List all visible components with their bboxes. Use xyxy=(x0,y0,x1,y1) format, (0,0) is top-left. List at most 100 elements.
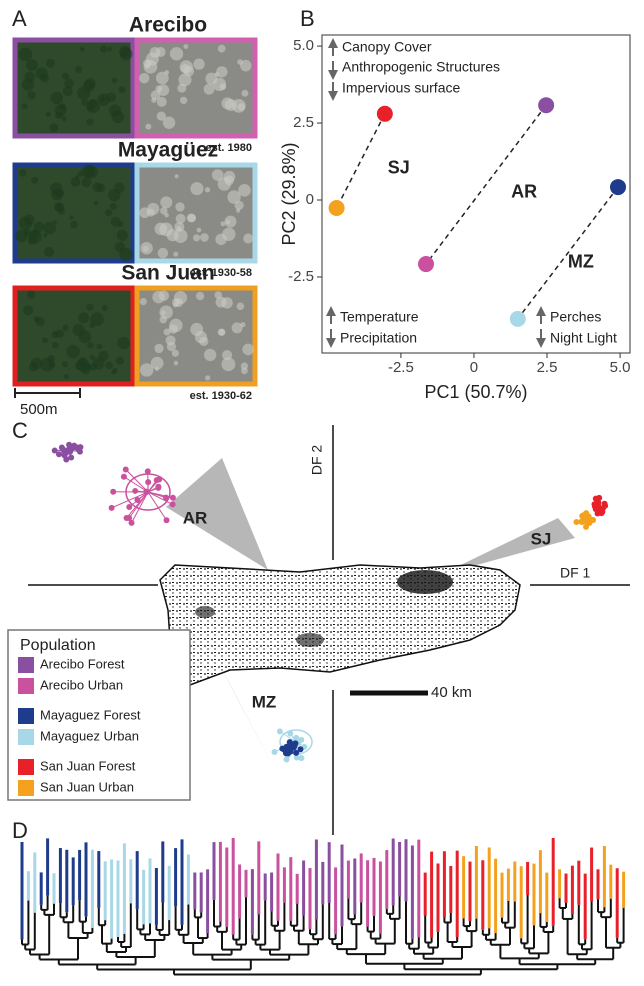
texture xyxy=(107,47,112,52)
panel-label: C xyxy=(12,418,28,443)
texture xyxy=(180,97,187,104)
texture xyxy=(117,221,123,227)
texture xyxy=(174,222,184,232)
texture xyxy=(19,169,26,176)
texture xyxy=(218,45,226,53)
texture xyxy=(34,316,40,322)
texture xyxy=(108,189,120,201)
texture xyxy=(190,323,203,336)
cluster-label: MZ xyxy=(252,692,277,711)
texture xyxy=(151,98,156,103)
texture xyxy=(183,44,188,49)
cluster-point xyxy=(289,745,295,751)
site-name: San Juan xyxy=(121,262,214,285)
texture xyxy=(62,325,68,331)
cluster-point xyxy=(56,451,62,457)
texture xyxy=(94,201,99,206)
cluster-point xyxy=(170,495,176,501)
page: { "panel_labels": ["A", "B", "C", "D"], … xyxy=(0,0,644,986)
texture xyxy=(174,361,179,366)
texture xyxy=(86,304,93,311)
texture xyxy=(70,221,78,229)
annotation: Canopy Cover xyxy=(342,39,432,55)
texture xyxy=(116,357,124,365)
series-label: SJ xyxy=(388,158,410,178)
texture xyxy=(139,73,149,83)
cluster-point xyxy=(591,501,597,507)
texture xyxy=(147,209,155,217)
texture xyxy=(62,116,67,121)
texture xyxy=(117,337,129,349)
cluster-point xyxy=(287,730,293,736)
texture xyxy=(55,112,62,119)
texture xyxy=(89,99,98,108)
texture xyxy=(140,363,153,376)
cluster-point xyxy=(284,744,290,750)
texture xyxy=(77,87,90,100)
cluster-point xyxy=(164,517,170,523)
texture xyxy=(161,310,166,315)
cluster-point xyxy=(272,749,278,755)
texture xyxy=(163,328,170,335)
texture xyxy=(193,58,204,69)
texture xyxy=(159,291,169,301)
cluster-point xyxy=(121,474,127,480)
annotation: Precipitation xyxy=(340,330,417,346)
texture xyxy=(86,118,93,125)
texture xyxy=(97,344,103,350)
point xyxy=(418,256,434,272)
texture xyxy=(62,73,69,80)
legend-swatch xyxy=(18,657,34,673)
cluster-point xyxy=(170,501,176,507)
figure: A B C D 500m Canopy Cover Anthropogenic … xyxy=(0,0,644,986)
texture xyxy=(81,177,91,187)
texture xyxy=(78,312,89,323)
texture xyxy=(199,337,208,346)
texture xyxy=(62,361,68,367)
cluster-point xyxy=(126,504,132,510)
texture xyxy=(150,47,161,58)
legend-swatch xyxy=(18,780,34,796)
cluster-link xyxy=(132,492,148,523)
cluster-point xyxy=(600,505,606,511)
texture xyxy=(240,60,251,71)
series-label: AR xyxy=(511,181,537,201)
texture xyxy=(24,72,35,83)
texture xyxy=(64,374,69,379)
texture xyxy=(232,99,246,113)
cluster-label: AR xyxy=(183,508,208,527)
texture xyxy=(218,328,225,335)
texture xyxy=(173,302,178,307)
texture xyxy=(218,177,231,190)
legend-label: Arecibo Forest xyxy=(40,656,125,671)
texture xyxy=(118,86,125,93)
texture xyxy=(105,362,113,370)
texture xyxy=(197,228,202,233)
texture xyxy=(19,48,33,62)
annotations: Canopy Cover Anthropogenic Structures Im… xyxy=(331,39,617,346)
texture xyxy=(242,344,254,356)
point xyxy=(329,200,345,216)
cluster-point xyxy=(60,446,66,452)
x-tick-label: 5.0 xyxy=(610,359,631,376)
texture xyxy=(241,362,248,369)
cluster-point xyxy=(593,496,599,502)
texture xyxy=(237,303,245,311)
texture xyxy=(159,316,167,324)
cluster-point xyxy=(129,520,135,526)
x-tick-label: 0 xyxy=(470,359,478,376)
texture xyxy=(26,59,38,71)
texture xyxy=(75,362,83,370)
point xyxy=(538,97,554,113)
legend-swatch xyxy=(18,708,34,724)
texture xyxy=(28,236,37,245)
texture xyxy=(215,234,226,245)
x-axis-label: PC1 (50.7%) xyxy=(424,382,527,402)
texture xyxy=(204,349,216,361)
site-images: Areciboest. 1980Mayagüezest. 1930-58San … xyxy=(15,14,255,402)
texture xyxy=(193,234,200,241)
texture xyxy=(102,305,108,311)
texture xyxy=(175,202,184,211)
texture xyxy=(158,248,168,258)
cluster-point xyxy=(124,515,130,521)
